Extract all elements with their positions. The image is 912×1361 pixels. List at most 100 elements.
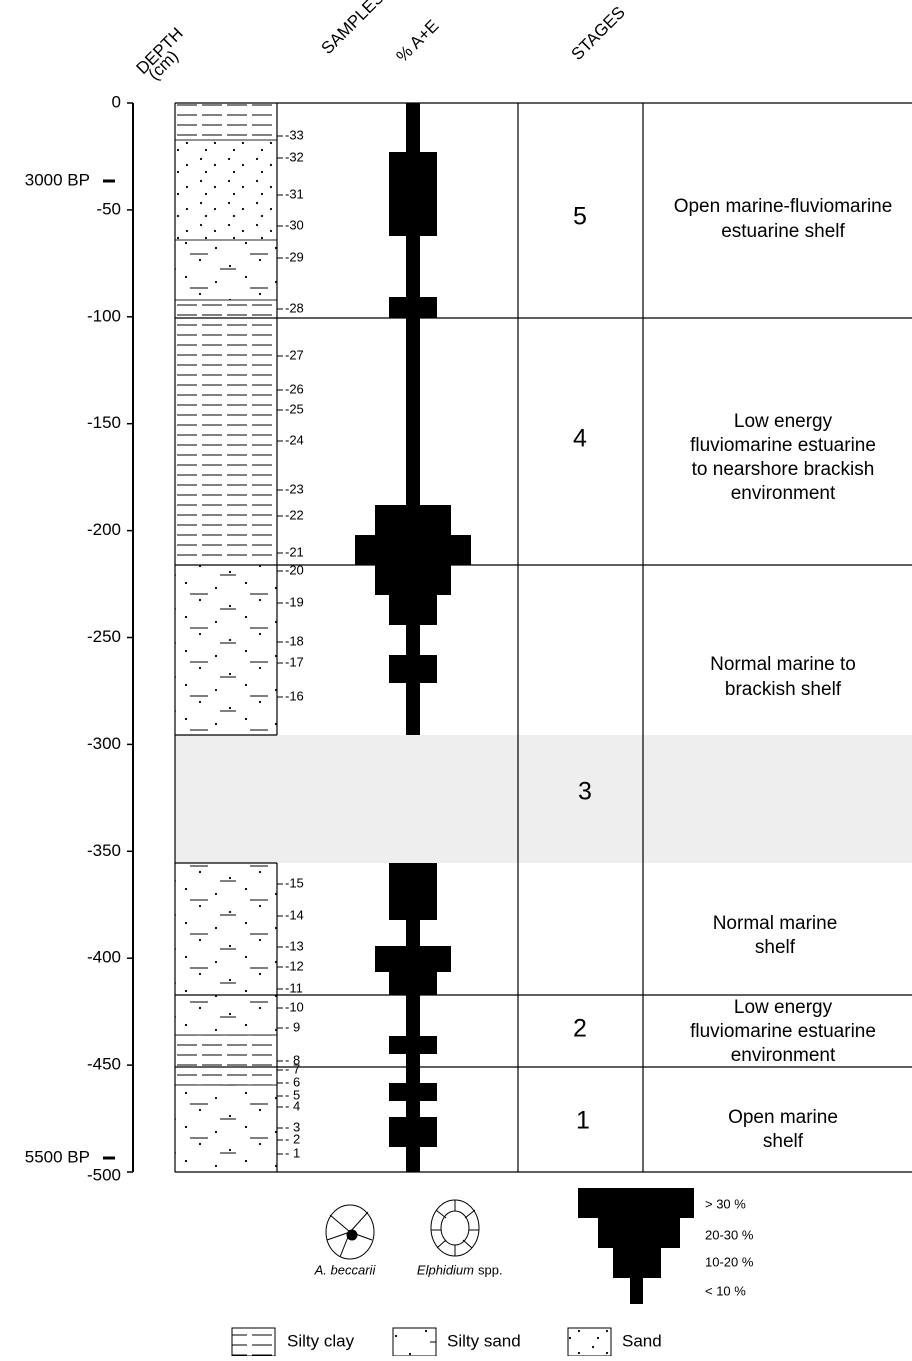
abundance-key xyxy=(613,1248,661,1278)
abundance-bar xyxy=(355,535,471,565)
sample-label: -12 xyxy=(285,958,304,973)
abundance-bar xyxy=(389,1117,437,1147)
abundance-key-label: > 30 % xyxy=(705,1196,746,1211)
stage-number: 2 xyxy=(573,1015,587,1043)
sample-label: -22 xyxy=(285,507,304,522)
environment-label: shelf xyxy=(755,937,796,958)
environment-label: Open marine xyxy=(728,1107,838,1128)
abundance-key-label: 10-20 % xyxy=(705,1254,754,1269)
column-header: % A+E xyxy=(393,16,443,66)
depth-tick-label: -300 xyxy=(87,734,121,753)
sample-label: -20 xyxy=(285,562,304,577)
depth-tick-label: -500 xyxy=(87,1165,121,1184)
gap-band xyxy=(175,735,912,863)
abundance-key-label: 20-30 % xyxy=(705,1227,754,1242)
lithology-interval xyxy=(175,318,277,565)
sample-label: -10 xyxy=(285,999,304,1014)
a-beccarii-icon xyxy=(326,1205,374,1259)
sample-label: -30 xyxy=(285,217,304,232)
sample-label: -27 xyxy=(285,347,304,362)
stage-number: 3 xyxy=(578,778,592,806)
abundance-bar xyxy=(375,565,451,595)
abundance-legend xyxy=(578,1188,694,1304)
lithology-interval xyxy=(175,1085,277,1172)
abundance-bar xyxy=(389,655,437,683)
sample-label: -33 xyxy=(285,127,304,142)
lithology-interval xyxy=(175,863,277,995)
stratigraphic-log: DEPTH(cm)SAMPLES% A+ESTAGES0-50-100-150-… xyxy=(0,0,912,1356)
lithology-column xyxy=(175,103,277,1172)
stage-number: 5 xyxy=(573,203,587,231)
stage-number: 1 xyxy=(576,1107,590,1135)
environment-label: estuarine shelf xyxy=(721,221,845,242)
abundance-key-label: < 10 % xyxy=(705,1283,746,1298)
sample-label: -29 xyxy=(285,249,304,264)
age-label: 3000 BP xyxy=(25,170,90,189)
abundance-bar xyxy=(389,297,437,318)
abundance-key xyxy=(578,1188,694,1218)
stage-number: 4 xyxy=(573,425,587,453)
sample-label: -21 xyxy=(285,544,304,559)
elphidium-icon xyxy=(431,1200,479,1256)
lithology-interval xyxy=(175,565,277,735)
sample-label: -16 xyxy=(285,688,304,703)
sample-label: -26 xyxy=(285,381,304,396)
lithology-interval xyxy=(175,240,277,300)
environment-label: environment xyxy=(731,483,836,504)
lithology-legend-label: Sand xyxy=(622,1331,662,1350)
depth-tick-label: -50 xyxy=(96,199,121,218)
sample-label: -32 xyxy=(285,149,304,164)
abundance-key xyxy=(630,1278,643,1304)
environment-label: Low energy xyxy=(734,997,833,1018)
abundance-bar xyxy=(389,1083,437,1101)
abundance-profile xyxy=(355,103,471,1172)
lithology-interval xyxy=(175,1035,277,1085)
abundance-bar xyxy=(375,946,451,972)
sample-label: -18 xyxy=(285,633,304,648)
sample-label: - 1 xyxy=(285,1145,300,1160)
sample-label: -11 xyxy=(285,980,303,995)
lithology-legend-label: Silty clay xyxy=(287,1331,355,1350)
environment-label: to nearshore brackish xyxy=(692,459,875,480)
taxon-qualifier: spp. xyxy=(478,1262,503,1277)
lithology-interval xyxy=(175,300,277,318)
sample-label: -31 xyxy=(285,186,304,201)
sample-label: - 2 xyxy=(285,1131,300,1146)
environment-label: fluviomarine estuarine xyxy=(690,435,876,456)
sample-label: -19 xyxy=(285,594,304,609)
environment-label: Normal marine to xyxy=(710,654,856,675)
depth-tick-label: -350 xyxy=(87,841,121,860)
sample-label: -23 xyxy=(285,481,304,496)
depth-tick-label: -200 xyxy=(87,520,121,539)
lithology-legend-label: Silty sand xyxy=(447,1331,521,1350)
depth-tick-label: -100 xyxy=(87,306,121,325)
column-header: STAGES xyxy=(568,3,629,64)
sample-label: -25 xyxy=(285,401,304,416)
abundance-bar xyxy=(375,505,451,535)
lithology-interval xyxy=(175,103,277,140)
depth-tick-label: 0 xyxy=(112,92,121,111)
abundance-bar xyxy=(389,152,437,236)
abundance-bar xyxy=(389,863,437,920)
abundance-bar xyxy=(389,972,437,995)
abundance-bar xyxy=(389,595,437,625)
abundance-key xyxy=(598,1218,680,1248)
sample-label: - 4 xyxy=(285,1098,300,1113)
environment-label: fluviomarine estuarine xyxy=(690,1021,876,1042)
environment-label: Low energy xyxy=(734,411,833,432)
taxon-label: Elphidium xyxy=(417,1262,474,1277)
taxon-label: A. beccarii xyxy=(314,1262,377,1277)
depth-tick-label: -150 xyxy=(87,413,121,432)
sample-label: -13 xyxy=(285,938,304,953)
sample-label: - 9 xyxy=(285,1019,300,1034)
age-label: 5500 BP xyxy=(25,1147,90,1166)
column-header: SAMPLES xyxy=(318,0,388,58)
environment-label: Normal marine xyxy=(713,913,838,934)
environment-label: shelf xyxy=(763,1131,804,1152)
depth-tick-label: -250 xyxy=(87,627,121,646)
environment-label: environment xyxy=(731,1045,836,1066)
depth-tick-label: -400 xyxy=(87,948,121,967)
depth-tick-label: -450 xyxy=(87,1055,121,1074)
lithology-interval xyxy=(175,995,277,1035)
sample-label: -24 xyxy=(285,432,304,447)
